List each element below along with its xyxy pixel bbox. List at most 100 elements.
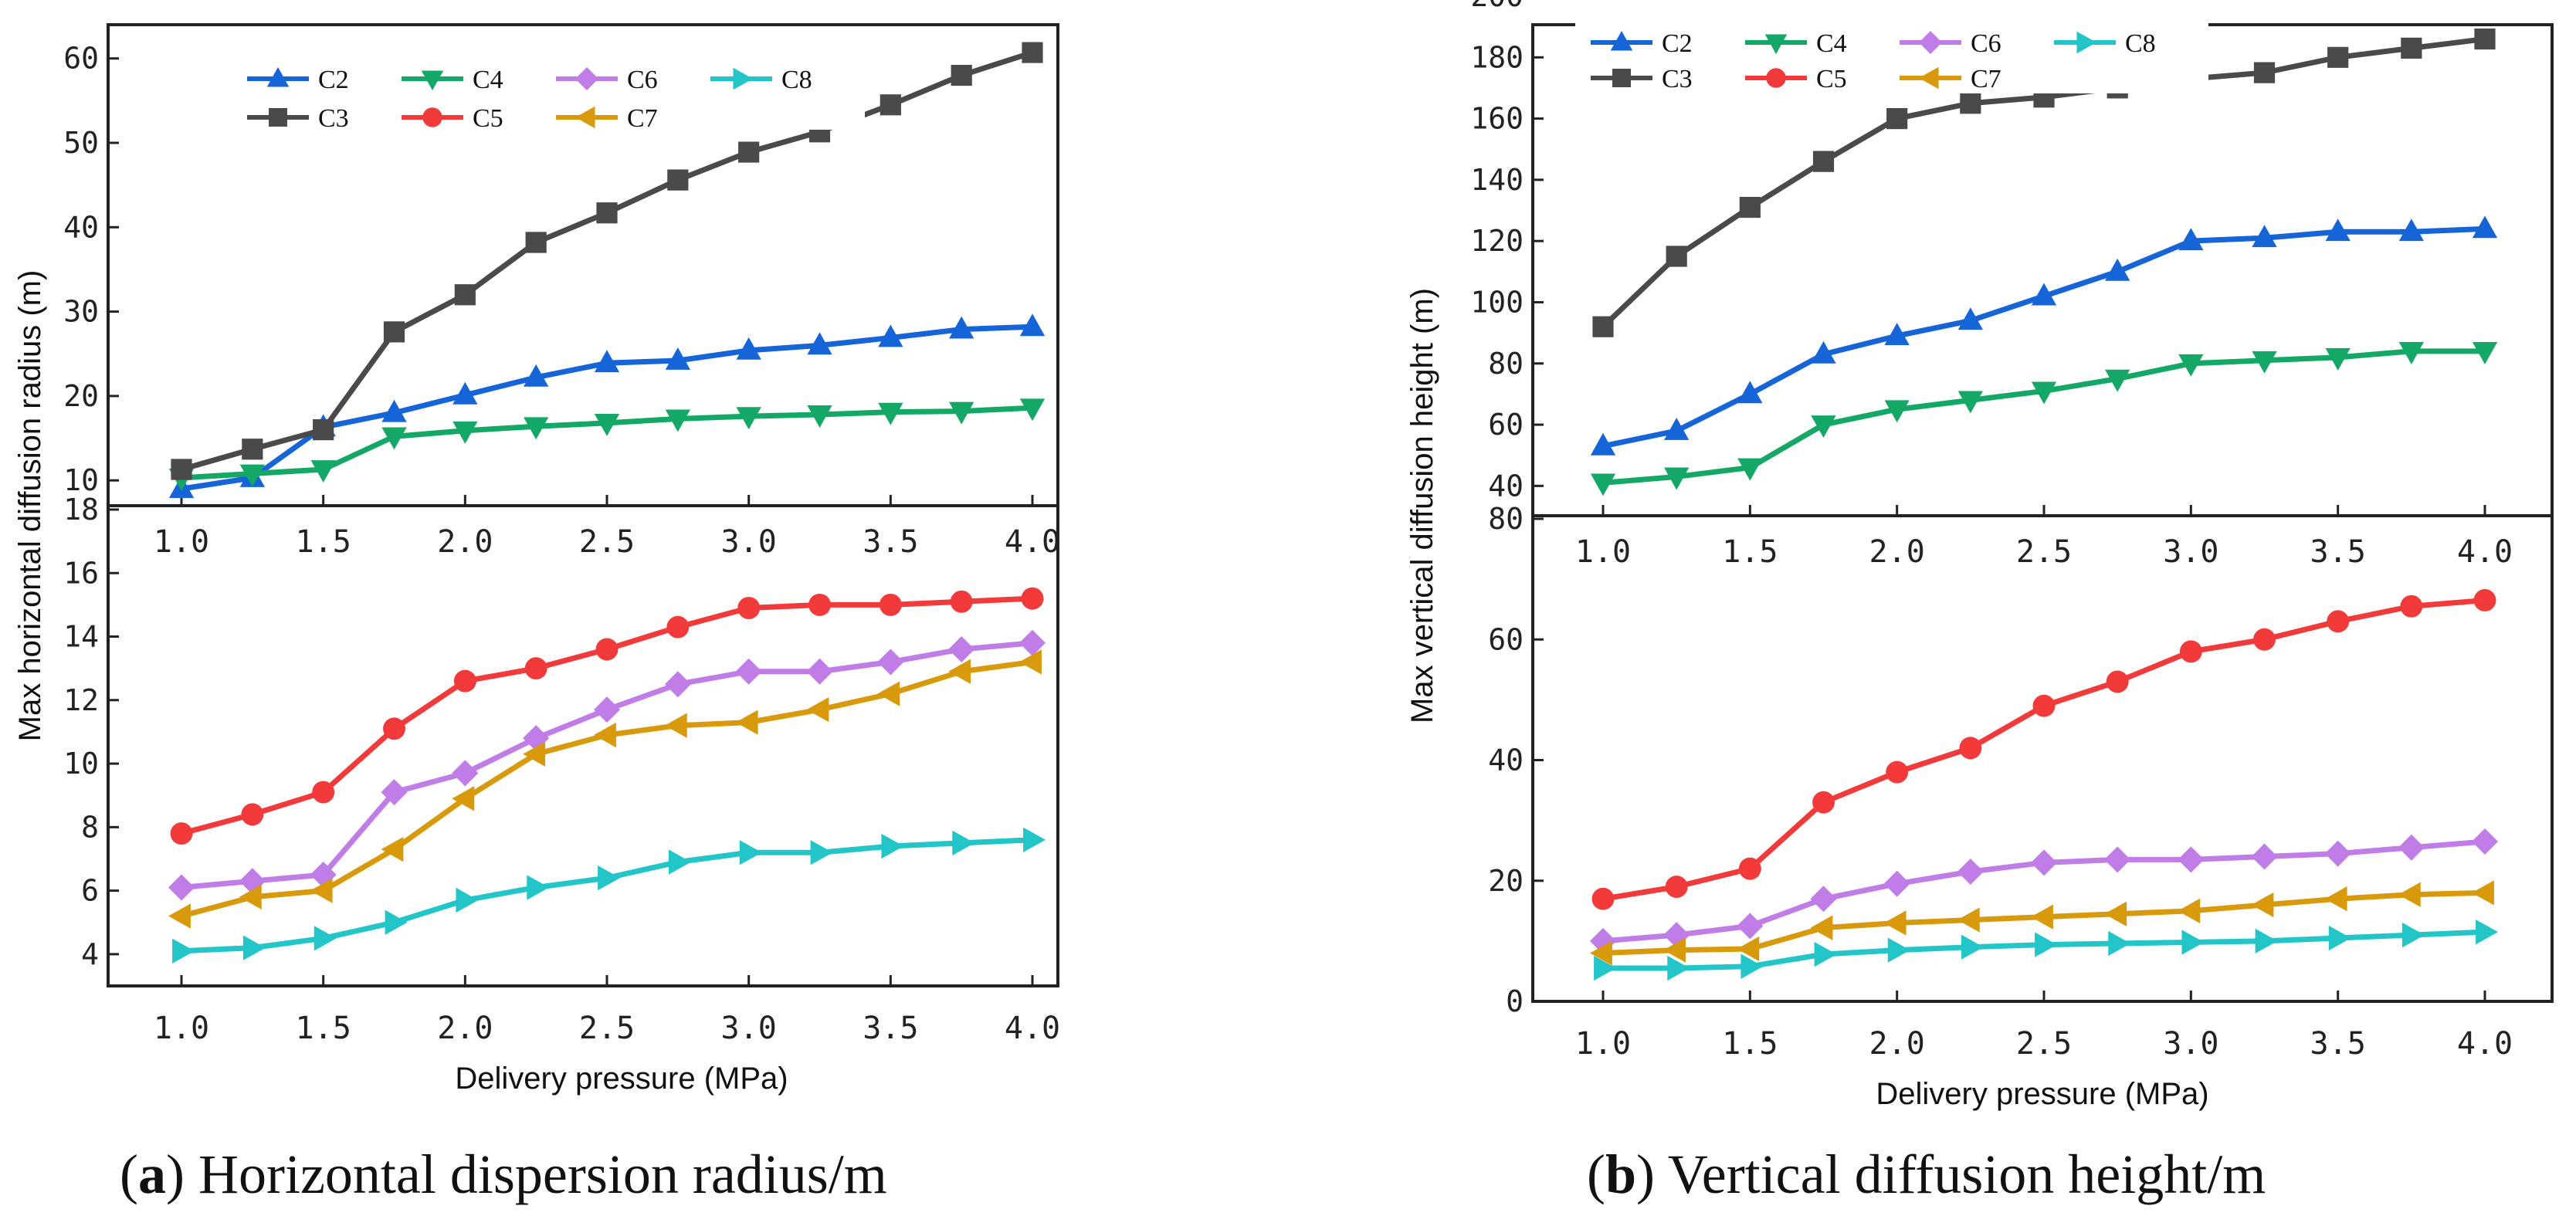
panel-a-series-c5-point: [241, 803, 264, 826]
panel-a-series-c2-point: [807, 332, 832, 355]
panel-a-series-c6-point: [452, 760, 479, 787]
panel-a-top-ytick-label: 20: [63, 379, 99, 413]
panel-a-series-c2-point: [524, 364, 549, 387]
panel-a-bottom-xtick-label: 1.5: [296, 1011, 351, 1046]
panel-b-legend-c4-label: C4: [1816, 29, 1847, 58]
panel-a-legend-c7-label: C7: [627, 104, 658, 133]
panel-b-bottom-xtick-label: 4.0: [2457, 1026, 2513, 1062]
panel-a-series-c5-point: [595, 638, 619, 661]
panel-b-bottom-xtick-label: 1.0: [1575, 1026, 1631, 1062]
panel-b-series-c5-point: [2327, 610, 2350, 633]
panel-a-top-ytick-label: 30: [63, 295, 99, 329]
panel-b-legend-c4-marker: [1764, 34, 1788, 54]
panel-b-series-c2-point: [1664, 417, 1690, 440]
panel-b-caption-letter: b: [1605, 1143, 1636, 1205]
panel-a-series-c8-point: [810, 840, 833, 865]
panel-b-series-c8-point: [2108, 930, 2131, 957]
panel-a-legend-c2-marker: [266, 67, 290, 87]
panel-b-series-c8-point: [2255, 928, 2278, 954]
panel-b-series-c6-point: [2472, 828, 2498, 855]
panel-b-series-c6-point: [1810, 886, 1837, 913]
panel-b-series-c2-point: [2398, 218, 2424, 242]
panel-b-series-c2-point: [1737, 381, 1763, 404]
panel-a-series-c7-point: [664, 713, 687, 738]
panel-b-series-c6-point: [1737, 913, 1764, 940]
panel-b-series-c4-point: [2105, 369, 2130, 392]
panel-b-series-c7-point: [2178, 898, 2201, 923]
panel-b-bottom-xtick-label: 2.5: [2016, 1026, 2072, 1062]
panel-a-series-c3-point: [171, 459, 192, 480]
panel-a-series-c5-point: [453, 669, 476, 693]
panel-b-series-c3-point: [2253, 62, 2276, 83]
panel-b-series-c2-point: [2325, 218, 2351, 242]
panel-a-top-xtick-label: 4.0: [1005, 524, 1060, 560]
panel-a-series-c6-point: [168, 874, 195, 901]
panel-a-series-c7-point: [948, 659, 971, 684]
panel-a-top-ytick-label: 60: [63, 42, 99, 76]
panel-a-series-c3-point: [951, 64, 972, 86]
panel-a-series-c8-point: [456, 887, 479, 913]
panel-b-legend-c8-marker: [2076, 31, 2096, 54]
panel-b-legend-c2-marker: [1610, 31, 1633, 51]
panel-a-series-c7-point: [523, 741, 546, 767]
panel-b-top-ytick-label: 80: [1488, 347, 1524, 381]
panel-a-series-c5-point: [879, 593, 902, 616]
panel-a-caption: (a) Horizontal dispersion radius/m: [120, 1143, 887, 1205]
panel-a-bottom-xtick-label: 2.0: [437, 1011, 493, 1046]
panel-b-series-c3-point: [2327, 46, 2349, 68]
panel-a-series-c2-point: [1019, 313, 1046, 337]
panel-b-series-c5-point: [2253, 628, 2276, 651]
panel-a-series-c4-point: [1019, 398, 1046, 422]
panel-a-bottom-ytick-label: 12: [63, 683, 99, 717]
panel-a-bottom-ytick-label: 14: [63, 620, 99, 654]
panel-a-legend-c5-label: C5: [473, 104, 503, 133]
panel-a-bottom-ytick-label: 4: [81, 937, 99, 971]
panel-a-series-c8-point: [739, 840, 762, 865]
panel-b-series-c5-point: [1812, 791, 1835, 814]
panel-b-top-xtick-label: 3.0: [2163, 534, 2218, 570]
panel-a-series-c7-point: [381, 836, 404, 862]
panel-b-bottom-xtick-label: 3.0: [2163, 1026, 2218, 1062]
panel-b-bottom-ytick-label: 40: [1488, 743, 1524, 777]
panel-b-bottom-ytick-label: 0: [1506, 984, 1524, 1018]
panel-b-series-c2-point: [1957, 307, 1983, 330]
panel-b-series-c5-point: [2473, 589, 2496, 611]
panel-a-bottom-xtick-label: 4.0: [1005, 1011, 1060, 1046]
panel-b-top-ytick-label: 60: [1488, 408, 1524, 442]
panel-b-series-c3-point: [1960, 93, 1981, 114]
panel-a-series-c7-point: [452, 786, 475, 811]
panel-b-series-c5-point: [1591, 887, 1615, 910]
panel-b-series-c8-point: [1814, 941, 1837, 967]
panel-a-series-c8-point: [952, 830, 975, 856]
panel-a-series-c8-point: [881, 833, 904, 859]
panel-b-series-c4-point: [1737, 458, 1763, 481]
panel-a-series-c5-point: [524, 657, 547, 680]
panel-a-legend-c6-marker: [575, 67, 598, 90]
panel-b-legend-c5-marker: [1766, 68, 1786, 88]
panel-a-series-c6-point: [664, 671, 691, 698]
panel-a-legend-c6-label: C6: [627, 66, 658, 94]
panel-b-series-c5-point: [2032, 694, 2056, 717]
panel-a-series-c4-point: [452, 421, 478, 444]
panel-a-series-c8-point: [598, 865, 620, 891]
panel-a-series-c7-point: [310, 878, 333, 903]
panel-b-legend-c6-marker: [1919, 31, 1942, 54]
panel-b-series-c8-point: [2401, 922, 2425, 948]
panel-a-plot: 10 20 30 40 50 60 18 16 14 12 10 8 6 4 1.0 1.0 1.5 1.5 2.0…: [63, 42, 1060, 1046]
panel-b-series-c6-point: [1883, 870, 1910, 897]
panel-b-series-c3-point: [1739, 196, 1761, 218]
panel-a-series-c3-point: [667, 169, 689, 191]
panel-b-series-c5-point: [2179, 640, 2202, 663]
panel-a-series-c8-point: [172, 938, 195, 964]
panel-a-series-c5-point: [312, 781, 335, 804]
panel-b-series-c7-point: [1957, 907, 1980, 933]
panel-a-legend-c3-label: C3: [318, 104, 349, 133]
panel-a-caption-letter: a: [138, 1143, 166, 1205]
panel-a-series-c3-point: [738, 141, 760, 163]
panel-b-xlabel: Delivery pressure (MPa): [1876, 1077, 2208, 1111]
panel-b-series-c4-line: [1602, 348, 2485, 486]
panel-b-series-c8-point: [1740, 953, 1764, 979]
panel-b-legend: C2 C4 C6 C8 C3 C5 C7: [1575, 19, 2208, 93]
panel-b-legend-c8-label: C8: [2125, 29, 2156, 58]
